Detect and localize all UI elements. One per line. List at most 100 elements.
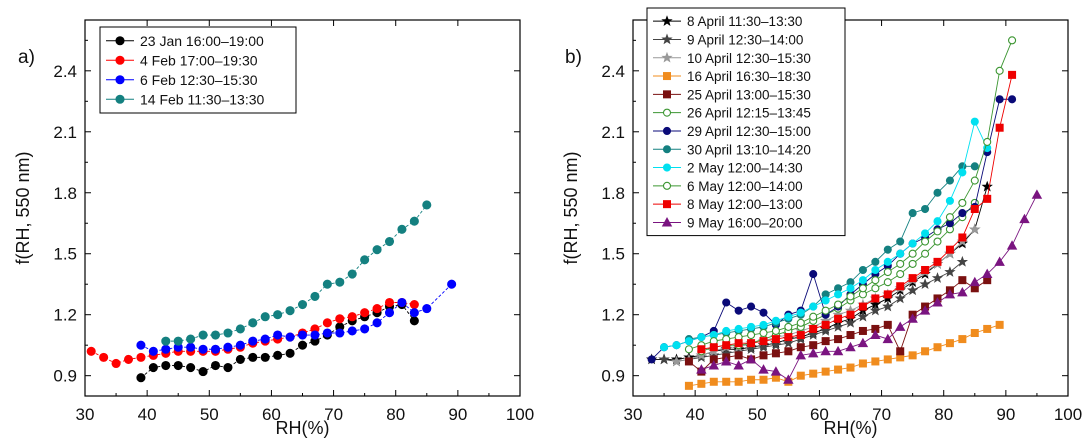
series-3 xyxy=(161,200,432,346)
data-point xyxy=(983,324,992,333)
data-point xyxy=(896,282,905,291)
data-point xyxy=(809,324,818,333)
data-point xyxy=(372,245,382,255)
data-point xyxy=(722,298,731,307)
data-point xyxy=(1008,95,1017,104)
legend-label: 2 May 12:00–14:30 xyxy=(687,161,803,176)
legend-entry: 25 April 13:00–15:30 xyxy=(653,87,811,102)
data-point xyxy=(969,276,981,287)
data-point xyxy=(360,324,370,334)
panel-label: b) xyxy=(565,47,582,68)
data-point xyxy=(958,198,967,207)
data-point xyxy=(846,363,855,372)
data-point xyxy=(722,341,731,350)
data-point xyxy=(198,344,208,354)
x-tick-label: 80 xyxy=(934,405,953,424)
data-point xyxy=(384,297,395,308)
data-point xyxy=(709,343,718,352)
data-point xyxy=(662,181,672,190)
legend-box xyxy=(99,26,297,114)
data-point xyxy=(869,304,881,316)
data-point xyxy=(871,276,880,285)
data-point xyxy=(821,320,830,329)
data-point xyxy=(684,345,693,354)
data-point xyxy=(210,330,221,340)
data-point xyxy=(970,205,979,214)
data-point xyxy=(335,328,345,338)
y-tick-label: 1.2 xyxy=(53,306,77,325)
data-point xyxy=(697,333,706,342)
data-point xyxy=(784,347,793,356)
data-point xyxy=(347,269,357,279)
data-point xyxy=(708,360,720,370)
data-point xyxy=(858,284,867,293)
legend-entry: 6 Feb 12:30–15:30 xyxy=(106,72,258,88)
data-point xyxy=(896,270,905,279)
data-point xyxy=(858,359,867,368)
data-point xyxy=(697,345,706,354)
data-point xyxy=(745,354,757,364)
series-11 xyxy=(696,189,1043,384)
legend-label: 29 April 12:30–15:00 xyxy=(687,124,811,139)
data-point xyxy=(958,168,967,177)
y-axis-label: f(RH, 550 nm) xyxy=(13,151,33,264)
data-point xyxy=(883,267,892,277)
data-point xyxy=(896,249,905,258)
data-point xyxy=(907,313,918,323)
data-point xyxy=(709,377,718,386)
legend: 8 April 11:30–13:30 9 April 12:30–14:00 10… xyxy=(646,7,846,237)
legend-label: 8 April 11:30–13:30 xyxy=(687,14,802,29)
x-tick-label: 100 xyxy=(506,405,534,424)
data-point xyxy=(896,237,905,246)
data-point xyxy=(186,342,196,352)
legend-entry: 16 April 16:30–18:30 xyxy=(653,69,811,84)
data-point xyxy=(662,145,672,154)
data-point xyxy=(882,333,894,344)
data-point xyxy=(981,180,993,192)
data-point xyxy=(846,292,855,301)
data-point xyxy=(883,320,892,329)
data-point xyxy=(248,318,258,328)
data-point xyxy=(956,255,968,267)
data-point xyxy=(771,335,780,344)
data-point xyxy=(335,314,345,324)
data-point xyxy=(447,279,457,289)
data-point xyxy=(661,33,673,45)
data-point xyxy=(662,163,672,172)
x-tick-label: 70 xyxy=(872,405,891,424)
data-point xyxy=(908,209,917,218)
data-point xyxy=(921,347,930,356)
data-point xyxy=(944,266,956,277)
data-point xyxy=(945,339,954,348)
data-point xyxy=(784,322,793,331)
x-axis-label: RH(%) xyxy=(824,418,878,438)
legend-label: 26 April 12:15–13:45 xyxy=(687,106,811,121)
data-point xyxy=(921,204,930,214)
data-point xyxy=(834,365,843,374)
panel-label: a) xyxy=(18,47,35,68)
data-point xyxy=(970,117,979,126)
data-point xyxy=(733,360,744,370)
data-point xyxy=(958,276,967,285)
y-axis-label: f(RH, 550 nm) xyxy=(561,151,581,264)
data-point xyxy=(1006,240,1018,250)
data-point xyxy=(844,316,857,328)
data-point xyxy=(734,377,743,386)
data-point xyxy=(894,292,906,304)
data-point xyxy=(310,291,320,301)
data-point xyxy=(958,209,967,218)
data-point xyxy=(896,259,905,268)
legend-entry: 4 Feb 17:00–19:30 xyxy=(106,52,258,68)
data-point xyxy=(858,276,867,285)
x-tick-label: 60 xyxy=(810,405,829,424)
y-tick-label: 1.8 xyxy=(53,184,77,203)
data-point xyxy=(832,320,844,332)
data-point xyxy=(821,306,830,315)
data-point xyxy=(945,213,954,222)
data-point xyxy=(834,314,843,323)
data-point xyxy=(273,310,283,320)
data-point xyxy=(409,216,419,226)
data-point xyxy=(970,328,979,337)
data-point xyxy=(882,300,894,312)
